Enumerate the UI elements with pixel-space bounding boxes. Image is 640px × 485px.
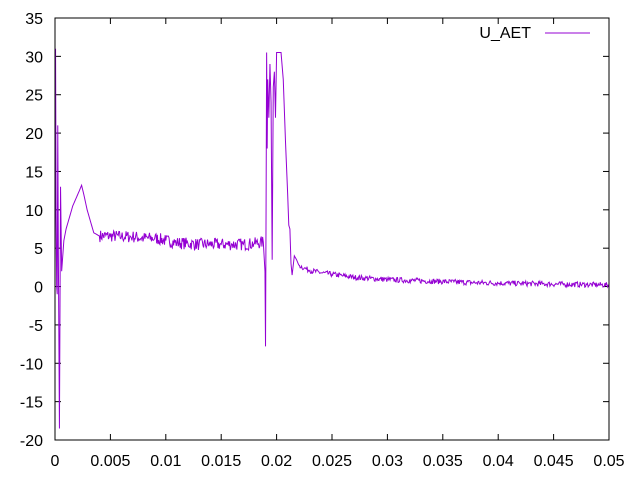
x-tick-label: 0.035 — [423, 453, 463, 470]
plot-border — [54, 17, 610, 441]
x-tick-label: 0.04 — [483, 453, 514, 470]
y-tick-label: -15 — [20, 395, 43, 412]
x-tick-label: 0.03 — [372, 453, 403, 470]
x-tick-label: 0.015 — [201, 453, 241, 470]
x-tick-label: 0.005 — [90, 453, 130, 470]
x-tick-label: 0.045 — [534, 453, 574, 470]
x-tick-label: 0.02 — [261, 453, 292, 470]
y-tick-label: 30 — [25, 49, 43, 66]
x-tick-label: 0.025 — [312, 453, 352, 470]
y-tick-label: 0 — [34, 280, 43, 297]
y-tick-label: -5 — [29, 318, 43, 335]
y-tick-label: 35 — [25, 11, 43, 28]
x-tick-label: 0.05 — [593, 453, 624, 470]
y-tick-label: 5 — [34, 241, 43, 258]
y-tick-label: 15 — [25, 164, 43, 181]
y-tick-label: 25 — [25, 88, 43, 105]
y-tick-label: 10 — [25, 203, 43, 220]
tick-labels: 0 0.005 0.01 0.015 0.02 0.025 0.03 0.035 0.04 0.0… — [20, 11, 625, 470]
legend: U_AET — [479, 25, 590, 42]
y-tick-label: -20 — [20, 433, 43, 450]
x-tick-label: 0.01 — [150, 453, 181, 470]
y-tick-label: 20 — [25, 126, 43, 143]
x-tick-label: 0 — [51, 453, 60, 470]
series-line-u-aet — [54, 48, 610, 429]
legend-label: U_AET — [479, 25, 531, 42]
y-tick-label: -10 — [20, 356, 43, 373]
